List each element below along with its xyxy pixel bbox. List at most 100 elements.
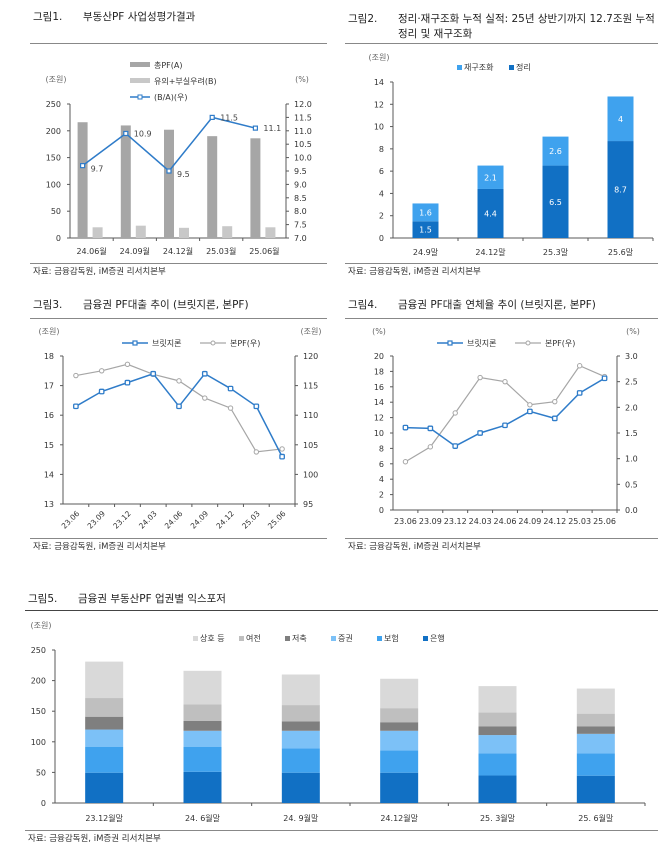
x-tick-label: 24.03 — [469, 517, 492, 526]
segment-data-label: 4 — [618, 115, 623, 124]
y-tick-label: 2 — [379, 491, 384, 500]
x-tick-label: 25.06월 — [249, 246, 279, 256]
legend-swatch-caution — [130, 78, 150, 83]
marker-main-pf — [427, 444, 434, 450]
bar-segment — [576, 775, 615, 803]
y-axis-unit-right: (%) — [295, 75, 309, 84]
figure-4-title: 그림4. 금융권 PF대출 연체율 추이 (브릿지론, 본PF) — [348, 299, 596, 311]
segment-data-label: 6.5 — [549, 198, 562, 207]
title-rule — [345, 318, 658, 319]
legend-label: 증권 — [338, 633, 353, 643]
y-tick-label-right: 8.5 — [294, 194, 307, 203]
x-tick-label: 24.12월 — [163, 246, 193, 256]
x-tick-label: 25.03 — [568, 517, 591, 526]
marker-bridge-loan — [527, 408, 533, 415]
x-tick-label: 24. 6월말 — [185, 813, 221, 823]
legend-swatch — [457, 65, 462, 70]
segment-data-label: 1.5 — [419, 226, 432, 235]
x-tick-label: 24.09 — [518, 517, 541, 526]
y-tick-label: 4 — [379, 475, 384, 484]
bar-segment — [281, 730, 320, 749]
y-tick-label-right: 8.0 — [294, 207, 307, 216]
bar-segment — [183, 670, 222, 705]
y-tick-label-right: 0.0 — [625, 506, 638, 515]
legend-label: 여전 — [246, 633, 261, 643]
figure-5-chart: 0 50 100 150 200 250 (조원) 23.12월말 24. 6월말 24. 9월말… — [31, 621, 646, 823]
x-tick-label: 25. 3월말 — [480, 813, 516, 823]
y-tick-label: 100 — [46, 180, 61, 189]
source-note: 자료: 금융감독원, iM증권 리서치본부 — [33, 267, 166, 277]
y-tick-label: 100 — [31, 738, 46, 747]
legend-label: 본PF(우) — [230, 339, 260, 348]
bar-segment — [478, 726, 517, 736]
marker-bridge-loan — [601, 375, 608, 382]
y-tick-label-right: 95 — [303, 500, 313, 509]
marker-bridge-loan — [502, 422, 508, 429]
marker-main-pf — [576, 363, 583, 369]
x-tick-label: 24.06 — [163, 509, 185, 531]
bar-segment — [281, 721, 320, 731]
legend-marker-main-pf — [210, 340, 216, 346]
bar-segment — [281, 705, 320, 722]
bar-segment — [85, 747, 124, 773]
legend-label: 본PF(우) — [545, 339, 575, 348]
x-tick-label: 23.12월말 — [85, 813, 123, 823]
x-tick-label: 24.12말 — [475, 248, 506, 257]
line-bridge-loan — [405, 377, 605, 447]
legend-label: 브릿지론 — [152, 338, 181, 348]
source-note: 자료: 금융감독원, iM증권 리서치본부 — [28, 834, 161, 844]
y-axis-unit-left: (조원) — [31, 621, 52, 630]
bar-segment — [183, 771, 222, 803]
legend-marker-ratio — [137, 94, 143, 100]
y-tick-label-right: 3.0 — [625, 352, 638, 361]
marker-main-pf — [452, 410, 458, 416]
marker-main-pf — [502, 378, 508, 385]
y-tick-label: 0 — [379, 506, 384, 515]
x-tick-label: 24.09월 — [120, 246, 150, 256]
title-rule — [25, 610, 658, 611]
legend-marker-bridge-loan — [447, 340, 453, 346]
y-tick-label: 16 — [374, 383, 384, 392]
marker-bridge-loan — [201, 370, 208, 377]
bar-total-pf — [164, 129, 174, 238]
ratio-data-label: 10.9 — [134, 129, 152, 138]
bar-segment — [281, 748, 320, 773]
legend-swatch — [377, 636, 382, 641]
x-tick-label: 23.06 — [60, 509, 82, 531]
marker-bridge-loan — [279, 453, 285, 460]
bar-segment-resolution — [542, 165, 569, 238]
bar-segment — [281, 674, 320, 706]
marker-main-pf — [124, 361, 131, 367]
title-rule — [30, 318, 327, 319]
x-tick-label: 24.03 — [137, 509, 159, 531]
bar-segment-restructuring — [477, 165, 504, 189]
source-note: 자료: 금융감독원, iM증권 리서치본부 — [33, 542, 166, 552]
y-tick-label-right: 110 — [303, 411, 318, 420]
y-tick-label-right: 11.5 — [294, 113, 312, 122]
bar-total-pf — [207, 136, 218, 238]
x-tick-label: 24.06월 — [76, 246, 106, 256]
x-tick-label: 25.03월 — [206, 246, 236, 256]
bar-segment — [380, 730, 419, 751]
y-tick-label: 50 — [51, 207, 61, 216]
y-tick-label: 6 — [379, 460, 384, 469]
marker-bridge-loan — [150, 370, 157, 377]
x-tick-label: 24.12월말 — [380, 813, 418, 823]
x-tick-label: 23.09 — [419, 517, 442, 526]
x-tick-label: 25.3말 — [543, 248, 569, 257]
y-tick-label: 15 — [44, 441, 54, 450]
bar-total-pf — [120, 125, 131, 238]
y-tick-label: 8 — [379, 145, 384, 154]
y-tick-label: 0 — [56, 234, 61, 243]
bar-total-pf — [250, 138, 261, 238]
y-tick-label: 2 — [379, 212, 384, 221]
y-tick-label: 13 — [44, 500, 54, 509]
y-tick-label: 250 — [46, 100, 61, 109]
y-tick-label-right: 120 — [303, 352, 318, 361]
bar-segment — [380, 722, 419, 731]
marker-bridge-loan — [402, 424, 409, 431]
segment-data-label: 8.7 — [614, 186, 627, 195]
y-tick-label: 200 — [46, 127, 61, 136]
y-tick-label: 14 — [374, 78, 384, 87]
x-tick-label: 23.12 — [111, 509, 133, 531]
